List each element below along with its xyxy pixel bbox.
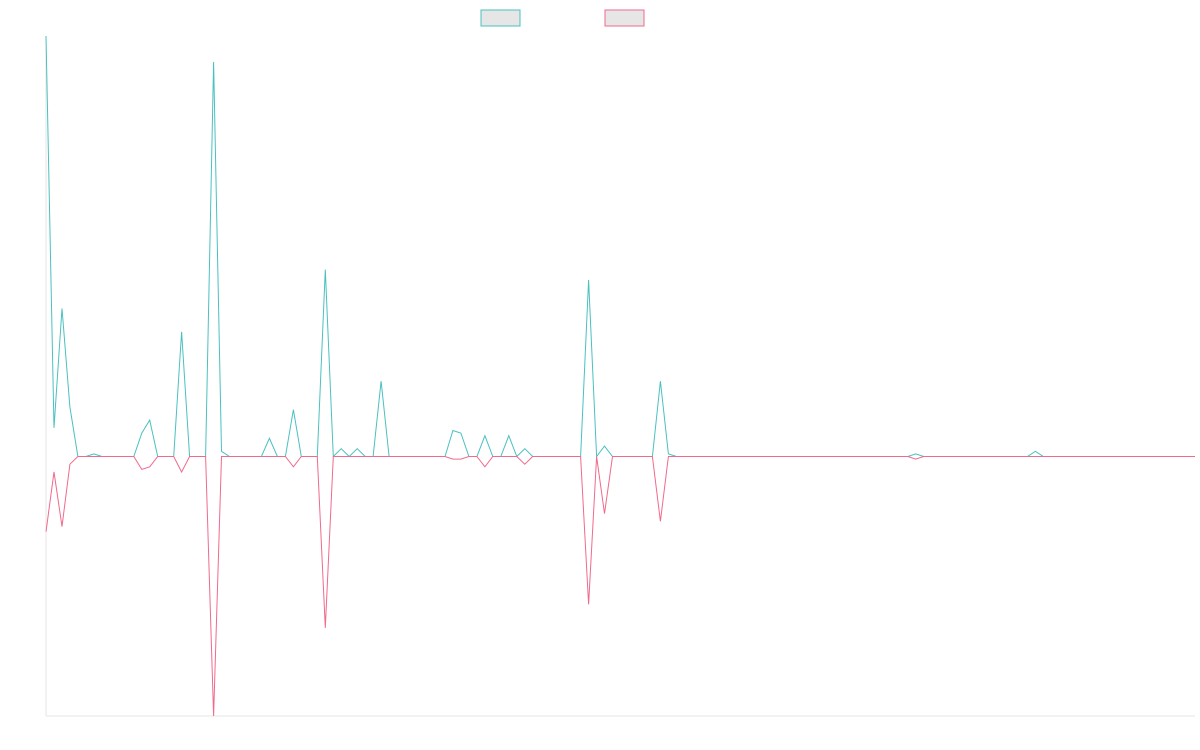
- chart-axes: [45, 36, 1195, 717]
- legend-swatch-2[interactable]: [604, 9, 645, 27]
- series-line-1: [45, 35, 1195, 458]
- series-layer: [45, 35, 1195, 717]
- legend: [480, 9, 645, 27]
- legend-swatch-1[interactable]: [480, 9, 521, 27]
- series-line-2: [45, 456, 1195, 717]
